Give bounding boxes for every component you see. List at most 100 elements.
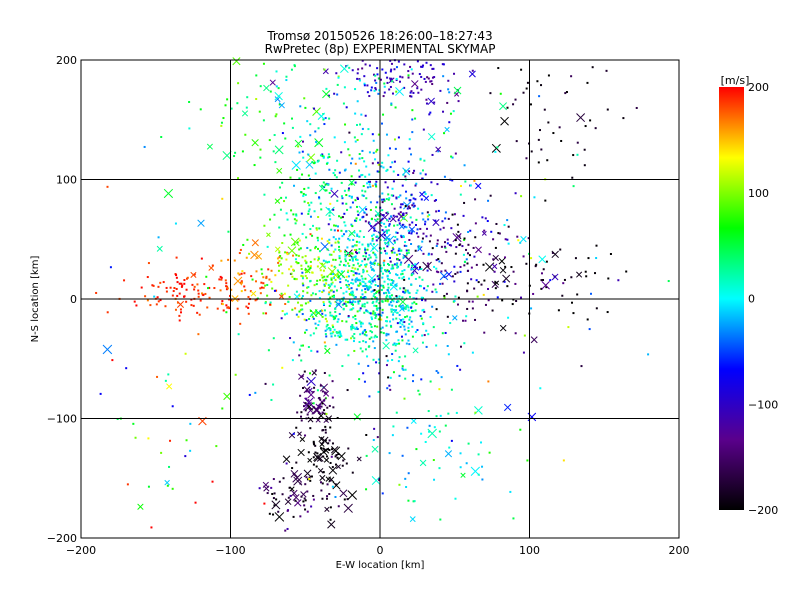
data-point-cross — [353, 413, 361, 421]
data-point — [386, 294, 389, 297]
data-point — [309, 309, 312, 312]
data-point — [309, 215, 312, 218]
data-point — [386, 230, 389, 233]
data-point — [335, 303, 338, 306]
data-point — [429, 80, 432, 83]
data-point — [336, 273, 339, 276]
data-point-cross — [551, 273, 559, 281]
data-point-cross — [223, 392, 231, 401]
data-point — [344, 255, 347, 258]
data-point — [280, 196, 283, 199]
data-point — [361, 280, 364, 283]
data-point — [313, 162, 316, 165]
data-point — [144, 295, 147, 298]
data-point — [425, 289, 428, 292]
y-tick-label: 0 — [70, 293, 77, 306]
data-point — [330, 228, 333, 231]
data-point-cross — [492, 254, 499, 262]
data-point — [334, 495, 337, 498]
data-point — [305, 319, 308, 322]
data-point — [323, 409, 326, 412]
data-point — [487, 287, 490, 290]
data-point — [446, 242, 449, 245]
data-point — [389, 256, 392, 259]
data-point — [216, 307, 219, 310]
data-point — [329, 327, 332, 330]
data-point — [448, 121, 451, 124]
data-point — [220, 278, 223, 281]
data-point — [351, 324, 354, 327]
data-point — [288, 295, 291, 298]
data-point — [363, 333, 366, 336]
data-point — [389, 296, 392, 299]
data-point — [413, 301, 416, 304]
data-point — [341, 299, 344, 302]
data-point — [278, 251, 281, 254]
data-point — [411, 118, 414, 121]
scatter-points — [95, 57, 670, 532]
data-point — [293, 218, 296, 221]
data-point-cross — [423, 195, 430, 202]
data-point-cross — [291, 160, 301, 170]
data-point — [453, 72, 456, 75]
data-point — [296, 168, 299, 171]
data-point — [318, 297, 321, 300]
data-point — [361, 303, 364, 306]
data-point — [382, 95, 385, 98]
data-point — [320, 489, 323, 492]
data-point — [321, 276, 324, 279]
data-point-cross — [475, 246, 482, 254]
data-point — [326, 455, 329, 458]
data-point — [421, 65, 424, 68]
data-point — [191, 283, 194, 286]
data-point-cross — [325, 206, 335, 217]
data-point — [408, 138, 411, 141]
data-point — [444, 217, 447, 220]
data-point — [522, 351, 525, 354]
data-point — [375, 314, 378, 317]
data-point — [320, 208, 323, 211]
data-point — [372, 73, 375, 76]
data-point — [311, 161, 314, 164]
data-point — [405, 252, 408, 255]
data-point — [302, 290, 305, 293]
data-point — [322, 181, 325, 184]
data-point — [309, 265, 312, 268]
data-point — [307, 286, 310, 289]
data-point — [329, 285, 332, 288]
data-point — [332, 290, 335, 293]
data-point — [589, 119, 592, 122]
data-point — [397, 360, 400, 363]
data-point — [363, 84, 366, 87]
data-point — [332, 250, 335, 253]
data-point — [398, 342, 401, 345]
data-point-cross — [222, 150, 232, 161]
data-point — [386, 298, 389, 301]
data-point — [346, 252, 349, 255]
data-point-cross — [370, 243, 379, 253]
data-point-cross — [293, 476, 303, 486]
data-point — [366, 91, 369, 94]
data-point — [507, 316, 510, 319]
data-point — [410, 310, 413, 313]
data-point — [421, 309, 424, 312]
data-point — [335, 454, 338, 457]
data-point — [373, 313, 376, 316]
data-point — [401, 454, 404, 457]
data-point — [347, 354, 350, 357]
data-point — [197, 289, 200, 292]
data-point — [408, 277, 411, 280]
data-point — [406, 289, 409, 292]
data-point — [468, 300, 471, 303]
data-point — [350, 175, 353, 178]
data-point — [309, 299, 312, 302]
data-point — [514, 98, 517, 101]
data-point — [399, 206, 402, 209]
data-point — [369, 280, 372, 283]
data-point — [404, 477, 407, 480]
data-point — [424, 80, 427, 83]
data-point — [301, 173, 304, 176]
data-point — [312, 442, 315, 445]
data-point — [389, 388, 392, 391]
data-point-cross — [290, 237, 300, 247]
